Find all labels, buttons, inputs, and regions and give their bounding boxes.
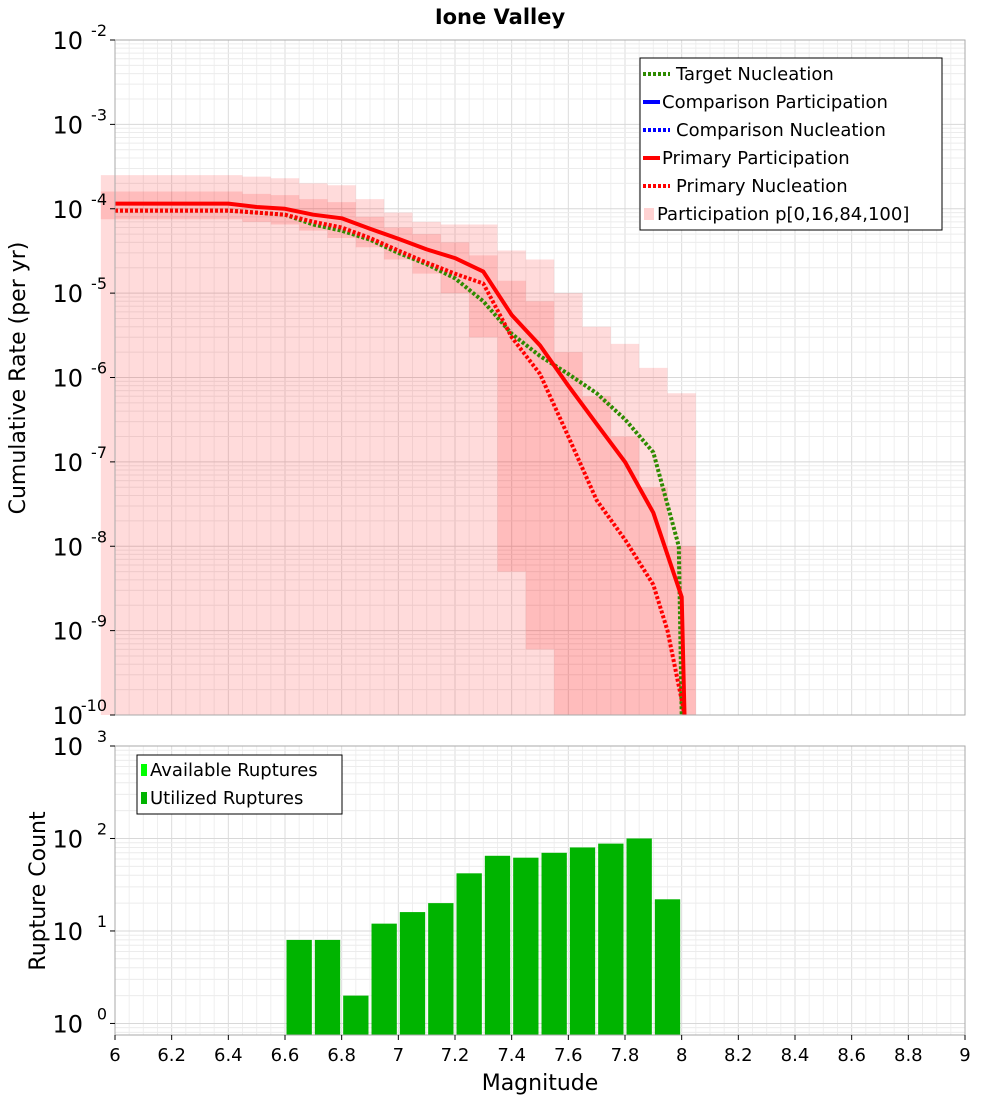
xtick-label: 7 [393, 1045, 404, 1066]
rupture-bar [513, 857, 539, 1035]
ytick-base: 10 [52, 918, 83, 946]
xtick-label: 9 [959, 1045, 970, 1066]
rupture-bar [399, 912, 426, 1035]
xtick-label: 6.8 [327, 1045, 356, 1066]
rate-ytick-exponent: -10 [81, 696, 107, 715]
participation-band-inner [100, 191, 696, 716]
rupture-bar [343, 995, 369, 1035]
ytick-base: 10 [52, 1010, 83, 1038]
xtick-label: 8.4 [781, 1045, 810, 1066]
legend-entry-label: Target Nucleation [675, 64, 834, 85]
rate-ytick-exponent: -3 [91, 105, 107, 124]
count-ytick-label: 10 [52, 918, 83, 946]
rate-ytick-label: 10 [52, 365, 83, 393]
count-y-axis-label: Rupture Count [26, 811, 51, 971]
participation-band-outer [100, 175, 696, 715]
rate-ytick-label: 10 [52, 618, 83, 646]
rate-legend [639, 57, 943, 231]
xtick-label: 7.8 [611, 1045, 640, 1066]
ytick-base: 10 [52, 618, 83, 646]
legend-entry-label: Primary Participation [662, 148, 850, 169]
xtick-label: 8.2 [724, 1045, 753, 1066]
ytick-base: 10 [52, 533, 83, 561]
rate-y-axis-label: Cumulative Rate (per yr) [6, 242, 31, 515]
rate-ytick-label: 10 [52, 27, 83, 55]
count-ytick-exponent: 3 [97, 727, 107, 746]
rate-ytick-exponent: -7 [91, 443, 107, 462]
count-ytick-exponent: 0 [97, 1004, 107, 1023]
rate-ytick-label: 10 [52, 449, 83, 477]
rupture-bar [541, 852, 567, 1035]
legend-entry-label: Available Ruptures [150, 760, 318, 781]
ytick-base: 10 [52, 702, 83, 730]
count-ytick-exponent: 2 [97, 819, 107, 838]
count-ytick-label: 10 [52, 825, 83, 853]
rate-ytick-exponent: -4 [91, 190, 107, 209]
ytick-base: 10 [52, 825, 83, 853]
rupture-bar [626, 838, 652, 1035]
legend-entry-label: Comparison Nucleation [676, 120, 886, 141]
rate-ytick-label: 10 [52, 702, 83, 730]
rupture-bar [371, 923, 397, 1035]
ytick-base: 10 [52, 111, 83, 139]
rate-ytick-exponent: -8 [91, 527, 107, 546]
rupture-bar [456, 873, 482, 1035]
legend-swatch-bar [141, 764, 147, 776]
xtick-label: 8 [676, 1045, 687, 1066]
rupture-bar [654, 899, 681, 1035]
series-line-primary-participation [115, 201, 687, 716]
ytick-base: 10 [52, 449, 83, 477]
legend-entry-label: Primary Nucleation [676, 176, 848, 197]
series-line-primary-nucleation [115, 208, 687, 716]
xtick-label: 7.4 [497, 1045, 526, 1066]
rate-ytick-label: 10 [52, 196, 83, 224]
rate-ytick-exponent: -6 [91, 359, 107, 378]
ytick-base: 10 [52, 733, 83, 761]
ytick-base: 10 [52, 27, 83, 55]
xtick-label: 8.6 [837, 1045, 866, 1066]
xtick-label: 6.2 [157, 1045, 186, 1066]
rupture-bar [428, 903, 454, 1035]
rate-ytick-label: 10 [52, 533, 83, 561]
rate-ytick-label: 10 [52, 280, 83, 308]
ytick-base: 10 [52, 196, 83, 224]
chart-title: Ione Valley [435, 5, 566, 29]
xtick-label: 6 [109, 1045, 120, 1066]
rate-ytick-exponent: -2 [91, 21, 107, 40]
count-ytick-label: 10 [52, 1010, 83, 1038]
xtick-label: 7.6 [554, 1045, 583, 1066]
magnitude-x-axis-label: Magnitude [482, 1071, 599, 1096]
rate-ytick-exponent: -5 [91, 274, 107, 293]
count-plot-border [114, 745, 966, 1036]
count-legend [136, 754, 343, 815]
rupture-bar [569, 847, 596, 1035]
rupture-bar [484, 855, 511, 1035]
xtick-label: 6.4 [214, 1045, 243, 1066]
rupture-count-plot: 10 0 10 1 10 2 10 3 6 6.2 6.4 6.6 6.8 7 7.2 7.4 7.6 7.8 8 8… [52, 727, 970, 1066]
ytick-base: 10 [52, 280, 83, 308]
rate-ytick-label: 10 [52, 111, 83, 139]
legend-entry-label: Comparison Participation [662, 92, 888, 113]
count-ytick-label: 10 [52, 733, 83, 761]
rupture-bar [314, 939, 341, 1035]
legend-swatch-band [644, 208, 654, 220]
xtick-label: 8.8 [894, 1045, 923, 1066]
ytick-base: 10 [52, 365, 83, 393]
rate-ytick-exponent: -9 [91, 612, 107, 631]
rupture-bar [286, 939, 312, 1035]
xtick-label: 6.6 [271, 1045, 300, 1066]
legend-swatch-bar [141, 792, 147, 804]
legend-entry-label: Utilized Ruptures [150, 788, 303, 809]
rupture-bar [598, 843, 624, 1035]
count-ytick-exponent: 1 [97, 912, 107, 931]
legend-entry-label: Participation p[0,16,84,100] [657, 204, 909, 225]
xtick-label: 7.2 [441, 1045, 470, 1066]
